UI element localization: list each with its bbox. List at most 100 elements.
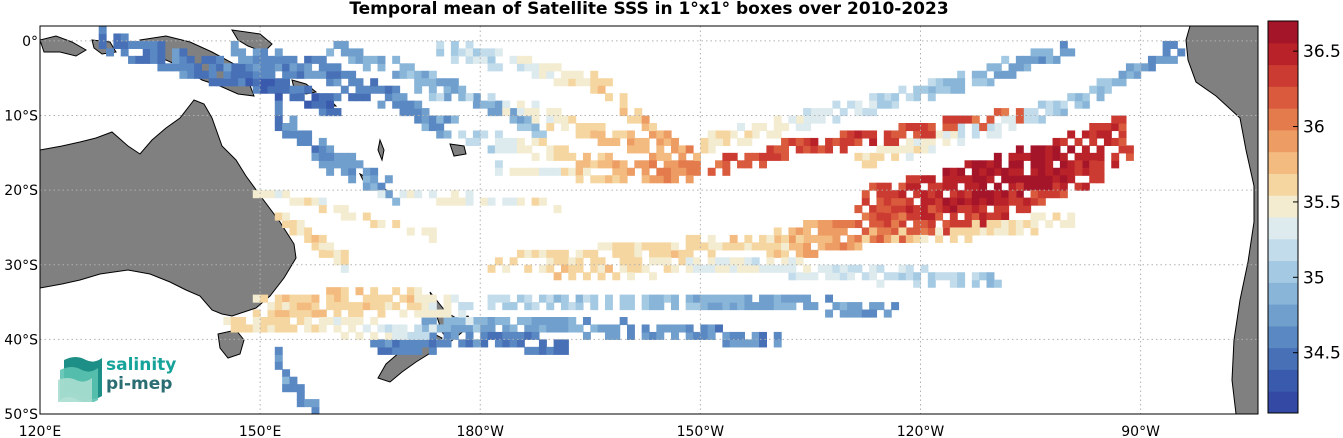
sss-cell bbox=[516, 294, 525, 303]
sss-cell bbox=[649, 242, 657, 251]
sss-cell bbox=[546, 257, 555, 266]
sss-cell bbox=[597, 160, 606, 169]
sss-cell bbox=[260, 70, 269, 79]
sss-cell bbox=[421, 317, 430, 326]
sss-cell bbox=[318, 242, 327, 251]
colorbar-segment bbox=[1268, 129, 1298, 153]
sss-cell bbox=[362, 324, 371, 333]
sss-cell bbox=[1023, 220, 1032, 229]
sss-cell bbox=[854, 152, 863, 161]
colorbar-segment bbox=[1268, 391, 1298, 414]
sss-cell bbox=[560, 294, 569, 303]
sss-cell bbox=[949, 272, 958, 281]
sss-cell bbox=[304, 85, 313, 94]
sss-cell bbox=[414, 294, 423, 303]
sss-cell bbox=[788, 294, 797, 303]
sss-cell bbox=[274, 123, 283, 132]
sss-cell bbox=[825, 227, 834, 236]
sss-cell bbox=[795, 234, 804, 243]
sss-cell bbox=[1030, 175, 1039, 184]
sss-cell bbox=[480, 55, 489, 64]
sss-cell bbox=[619, 175, 628, 184]
sss-cell bbox=[186, 70, 195, 79]
sss-cell bbox=[546, 167, 555, 176]
sss-cell bbox=[524, 115, 533, 124]
sss-cell bbox=[861, 152, 870, 161]
sss-cell bbox=[641, 167, 650, 176]
sss-cell bbox=[274, 48, 283, 57]
sss-cell bbox=[869, 108, 878, 117]
sss-cell bbox=[795, 145, 804, 154]
sss-cell bbox=[722, 331, 731, 340]
sss-cell bbox=[626, 137, 635, 146]
sss-cell bbox=[781, 302, 790, 311]
sss-cell bbox=[935, 227, 944, 236]
sss-cell bbox=[663, 160, 672, 169]
sss-cell bbox=[531, 152, 540, 161]
sss-cell bbox=[304, 63, 313, 72]
sss-cell bbox=[685, 242, 694, 251]
sss-cell bbox=[296, 391, 305, 400]
sss-cell bbox=[98, 33, 107, 42]
sss-cell bbox=[693, 234, 701, 243]
sss-cell bbox=[333, 78, 342, 87]
sss-cell bbox=[568, 167, 577, 176]
sss-cell bbox=[612, 160, 621, 169]
sss-cell bbox=[355, 160, 364, 169]
sss-cell bbox=[1015, 227, 1024, 236]
sss-cell bbox=[414, 324, 423, 333]
sss-cell bbox=[626, 257, 635, 266]
sss-cell bbox=[1030, 115, 1039, 124]
sss-cell bbox=[1089, 123, 1098, 132]
sss-cell bbox=[913, 227, 922, 236]
sss-cell bbox=[311, 234, 320, 243]
sss-cell bbox=[876, 264, 885, 273]
sss-cell bbox=[282, 309, 291, 318]
sss-cell bbox=[362, 182, 371, 191]
sss-cell bbox=[979, 167, 988, 176]
sss-cell bbox=[362, 294, 371, 303]
sss-cell bbox=[1030, 55, 1039, 64]
sss-cell bbox=[876, 205, 885, 214]
sss-cell bbox=[296, 309, 305, 318]
sss-cell bbox=[1052, 137, 1061, 146]
sss-cell bbox=[898, 272, 907, 281]
sss-cell bbox=[450, 294, 459, 303]
sss-cell bbox=[1037, 182, 1046, 191]
sss-cell bbox=[296, 302, 305, 311]
sss-cell bbox=[1008, 115, 1017, 124]
sss-cell bbox=[1052, 100, 1061, 109]
sss-cell bbox=[612, 167, 621, 176]
sss-cell bbox=[274, 115, 283, 124]
sss-cell bbox=[839, 130, 848, 139]
sss-cell bbox=[597, 130, 606, 139]
sss-cell bbox=[1074, 167, 1083, 176]
sss-cell bbox=[260, 48, 269, 57]
sss-cell bbox=[318, 160, 327, 169]
sss-cell bbox=[1081, 182, 1090, 191]
sss-cell bbox=[744, 302, 753, 311]
sss-cell bbox=[927, 197, 936, 206]
sss-cell bbox=[1169, 40, 1178, 49]
sss-cell bbox=[861, 130, 870, 139]
sss-cell bbox=[370, 220, 379, 229]
sss-cell bbox=[1067, 175, 1076, 184]
sss-cell bbox=[1023, 108, 1032, 117]
colorbar-segment bbox=[1268, 369, 1298, 392]
sss-cell bbox=[612, 130, 621, 139]
sss-cell bbox=[949, 190, 958, 199]
sss-cell bbox=[1052, 55, 1061, 64]
sss-cell bbox=[252, 48, 261, 57]
sss-cell bbox=[1045, 100, 1054, 109]
sss-cell bbox=[876, 234, 885, 243]
sss-cell bbox=[744, 160, 753, 169]
sss-cell bbox=[700, 137, 709, 146]
sss-cell bbox=[326, 249, 335, 258]
sss-cell bbox=[421, 302, 430, 311]
sss-cell bbox=[766, 264, 775, 273]
sss-cell bbox=[428, 93, 437, 102]
sss-cell bbox=[553, 152, 562, 161]
sss-cell bbox=[993, 197, 1002, 206]
sss-cell bbox=[1023, 175, 1032, 184]
sss-cell bbox=[839, 264, 848, 273]
